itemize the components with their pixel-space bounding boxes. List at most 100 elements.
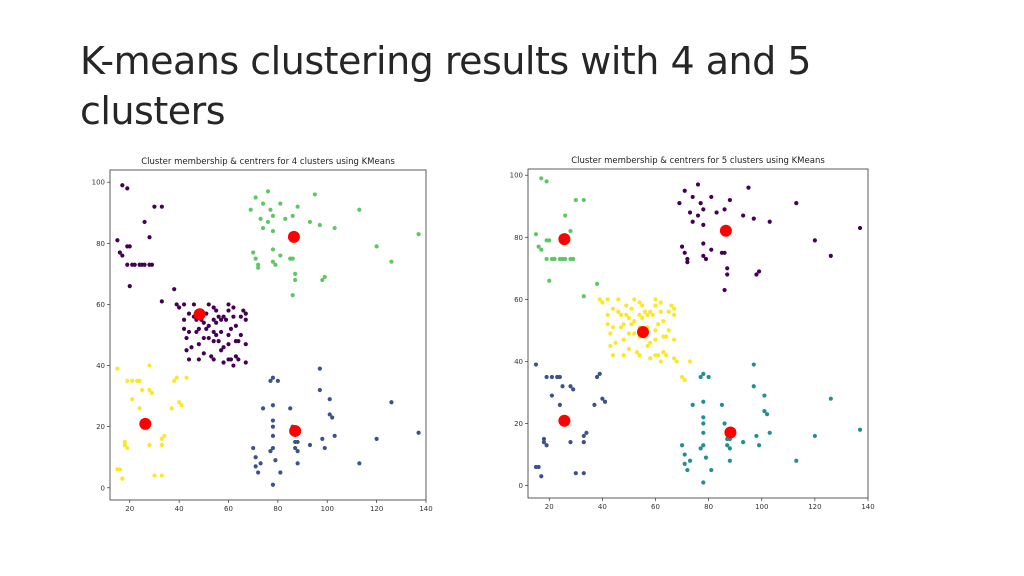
data-point — [828, 253, 833, 259]
data-point — [330, 415, 335, 420]
data-point — [120, 253, 125, 258]
y-tick-label: 100 — [92, 179, 105, 187]
data-point — [658, 300, 663, 305]
y-tick-label: 60 — [514, 296, 523, 304]
data-point — [243, 311, 248, 316]
data-point — [610, 306, 616, 311]
data-point — [147, 235, 152, 240]
data-point — [679, 244, 685, 249]
data-point — [666, 309, 671, 314]
data-point — [682, 188, 687, 193]
data-point — [557, 374, 562, 380]
data-point — [115, 238, 120, 243]
data-point — [137, 378, 142, 383]
data-point — [320, 436, 325, 441]
data-point — [648, 340, 653, 345]
data-point — [727, 458, 732, 463]
data-point — [181, 302, 187, 307]
y-tick-label: 20 — [514, 420, 523, 428]
data-point — [563, 256, 568, 262]
data-point — [226, 332, 231, 338]
data-point — [130, 378, 135, 383]
data-point — [243, 317, 248, 322]
data-point — [389, 400, 394, 405]
data-point — [610, 325, 616, 330]
data-point — [117, 467, 122, 472]
data-point — [645, 343, 650, 349]
data-point — [690, 402, 695, 407]
data-point — [322, 445, 327, 451]
data-point — [629, 322, 634, 327]
data-point — [701, 371, 706, 376]
data-point — [307, 442, 313, 448]
data-point — [661, 350, 666, 355]
x-tick-label: 40 — [598, 503, 607, 511]
data-point — [754, 272, 759, 277]
data-point — [147, 363, 152, 368]
data-point — [539, 474, 544, 479]
data-point — [211, 357, 216, 362]
centroid-marker — [724, 426, 737, 439]
data-point — [666, 328, 671, 333]
data-point — [327, 397, 332, 402]
data-point — [186, 357, 192, 362]
data-point — [260, 201, 266, 206]
data-point — [293, 277, 298, 283]
data-point — [293, 445, 298, 451]
data-point — [722, 250, 727, 255]
data-point — [621, 353, 626, 358]
data-point — [233, 354, 239, 359]
data-point — [270, 433, 276, 438]
data-point — [695, 182, 701, 187]
data-point — [812, 433, 817, 439]
data-point — [265, 189, 271, 194]
data-point — [701, 241, 706, 246]
data-point — [685, 467, 690, 473]
data-point — [568, 384, 573, 389]
data-point — [125, 445, 130, 451]
data-point — [563, 213, 568, 218]
data-point — [600, 396, 605, 401]
data-point — [268, 378, 273, 383]
data-point — [701, 253, 706, 259]
data-point — [228, 357, 234, 362]
data-point — [632, 318, 637, 324]
data-point — [221, 345, 226, 350]
x-tick-label: 140 — [419, 505, 432, 513]
data-point — [290, 256, 295, 261]
data-point — [194, 329, 199, 335]
data-point — [682, 250, 687, 255]
data-point — [214, 332, 219, 338]
data-point — [764, 412, 770, 417]
data-point — [218, 329, 224, 335]
data-point — [290, 293, 295, 298]
data-point — [626, 315, 632, 321]
data-point — [248, 207, 253, 212]
data-point — [226, 342, 231, 347]
data-point — [270, 213, 276, 218]
data-point — [618, 312, 624, 317]
data-point — [685, 260, 690, 265]
data-point — [268, 449, 273, 454]
centroid-marker — [289, 424, 302, 437]
data-point — [142, 262, 147, 267]
data-point — [682, 452, 687, 457]
data-point — [174, 375, 179, 380]
data-point — [177, 400, 182, 405]
data-point — [698, 374, 703, 380]
cluster-series-1 — [115, 183, 248, 368]
data-point — [645, 312, 650, 317]
data-point — [231, 314, 236, 319]
data-point — [539, 176, 544, 181]
data-point — [533, 232, 539, 237]
cluster-series-1 — [533, 176, 600, 299]
data-point — [209, 354, 214, 359]
data-point — [214, 320, 219, 325]
data-point — [327, 412, 332, 417]
cluster-series-2 — [248, 189, 421, 298]
data-point — [374, 436, 379, 441]
data-point — [295, 449, 300, 454]
data-point — [594, 281, 600, 286]
data-point — [682, 461, 687, 466]
data-point — [270, 375, 276, 380]
